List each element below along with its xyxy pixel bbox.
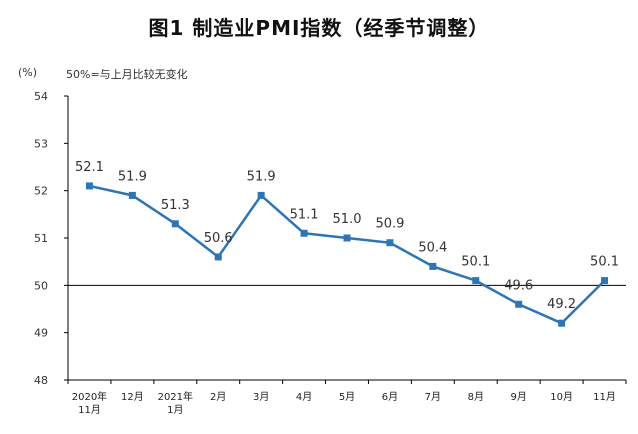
x-tick-label: 7月	[425, 391, 441, 403]
x-tick-label: 10月	[550, 391, 573, 403]
data-point	[128, 191, 136, 199]
x-tick-label: 3月	[253, 391, 269, 403]
data-point	[171, 220, 179, 228]
data-label: 51.9	[118, 169, 147, 184]
data-label: 52.1	[75, 160, 104, 175]
data-point	[214, 253, 222, 261]
data-point	[300, 229, 308, 237]
data-label: 51.3	[161, 198, 190, 213]
x-tick-label: 8月	[468, 391, 484, 403]
y-tick-label: 50	[34, 279, 48, 292]
x-tick-label: 12月	[121, 391, 144, 403]
data-label: 50.1	[461, 255, 490, 270]
x-tick-label: 2021年 1月	[158, 390, 193, 416]
data-label: 51.1	[290, 207, 319, 222]
data-point	[558, 319, 566, 327]
y-tick-label: 52	[34, 185, 48, 198]
data-label: 50.6	[204, 231, 233, 246]
y-tick-label: 53	[34, 137, 48, 150]
chart-title: 图1 制造业PMI指数（经季节调整）	[148, 16, 490, 40]
data-point	[257, 191, 265, 199]
y-tick-label: 51	[34, 232, 48, 245]
y-tick-label: 48	[34, 374, 48, 387]
y-axis-unit: (%)	[18, 66, 38, 79]
data-label: 49.2	[547, 297, 576, 312]
data-point	[601, 277, 609, 285]
data-label: 50.4	[418, 240, 447, 255]
data-label: 49.6	[504, 278, 533, 293]
y-tick-label: 54	[34, 90, 48, 103]
x-tick-label: 6月	[382, 391, 398, 403]
data-point	[429, 262, 437, 270]
data-label: 51.9	[247, 169, 276, 184]
chart-note: 50%=与上月比较无变化	[66, 68, 188, 81]
data-point	[386, 239, 394, 247]
x-tick-label: 9月	[511, 391, 527, 403]
data-point	[472, 277, 480, 285]
data-point	[515, 300, 523, 308]
x-tick-label: 2月	[210, 391, 226, 403]
x-tick-label: 4月	[296, 391, 312, 403]
y-tick-label: 49	[34, 327, 48, 340]
x-tick-label: 5月	[339, 391, 355, 403]
data-label: 51.0	[333, 212, 362, 227]
data-label: 50.9	[375, 217, 404, 232]
data-label: 50.1	[590, 255, 619, 270]
data-point	[85, 182, 93, 190]
data-point	[343, 234, 351, 242]
x-tick-label: 2020年 11月	[72, 390, 107, 416]
x-tick-label: 11月	[593, 391, 616, 403]
